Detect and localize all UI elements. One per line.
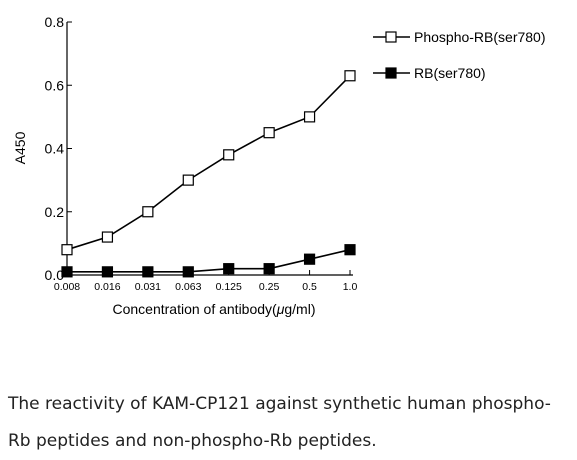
figure-caption: The reactivity of KAM-CP121 against synt… — [8, 394, 551, 451]
x-axis-title: Concentration of antibody(μg/ml) — [112, 301, 315, 317]
data-point — [182, 174, 194, 186]
data-point — [101, 266, 114, 278]
chart-legend: Phospho-RB(ser780) RB(ser780) — [373, 29, 546, 81]
series-1 — [61, 70, 356, 256]
series-line — [66, 75, 351, 251]
series-line — [67, 248, 351, 273]
data-point — [142, 266, 154, 278]
y-tick-label: 0.2 — [45, 204, 65, 220]
data-point — [303, 111, 316, 123]
data-point — [142, 206, 154, 218]
x-tick-label: 0.031 — [135, 281, 161, 293]
data-point — [263, 127, 275, 139]
data-point — [263, 263, 275, 275]
x-tick-label: 0.063 — [175, 281, 201, 293]
data-point — [61, 266, 73, 278]
x-tick-label: 0.016 — [94, 281, 120, 293]
data-point — [223, 263, 235, 275]
x-axis-ticks: 0.008 0.016 0.031 0.063 0.125 0.25 0.5 1.0 — [54, 270, 358, 293]
x-tick-label: 0.5 — [302, 281, 317, 293]
x-tick-label: 0.008 — [54, 281, 80, 293]
data-point — [344, 244, 356, 256]
legend-label: Phospho-RB(ser780) — [414, 29, 546, 45]
legend-marker — [385, 31, 397, 43]
x-tick-label: 0.25 — [259, 281, 280, 293]
legend-label: RB(ser780) — [414, 65, 486, 81]
data-point — [223, 149, 235, 161]
y-axis-title: A450 — [12, 131, 28, 164]
legend-marker — [385, 67, 397, 79]
y-tick-label: 0.4 — [45, 141, 65, 157]
line-chart: 0.0 0.2 0.4 0.6 0.8 0.008 0.016 0.031 0.063 0.12… — [12, 14, 546, 317]
series-layer — [61, 70, 356, 278]
data-point — [101, 231, 114, 243]
x-tick-label: 1.0 — [343, 281, 358, 293]
data-point — [344, 70, 356, 82]
data-point — [303, 253, 316, 265]
legend-entry: Phospho-RB(ser780) — [373, 29, 546, 45]
y-axis-ticks: 0.0 0.2 0.4 0.6 0.8 — [45, 14, 72, 283]
data-point — [61, 244, 73, 256]
y-tick-label: 0.8 — [45, 14, 65, 30]
x-tick-label: 0.125 — [216, 281, 242, 293]
y-tick-label: 0.0 — [45, 267, 65, 283]
series-2 — [61, 244, 356, 278]
legend-entry: RB(ser780) — [373, 65, 486, 81]
y-tick-label: 0.6 — [45, 77, 65, 93]
data-point — [182, 266, 194, 278]
